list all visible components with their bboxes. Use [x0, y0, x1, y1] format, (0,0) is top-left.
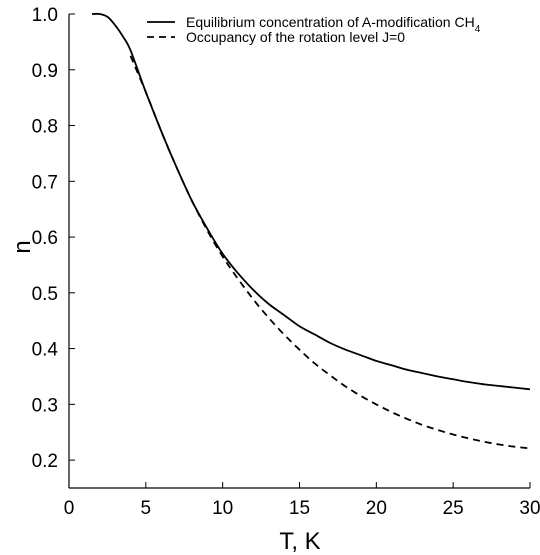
y-tick-label: 0.3: [32, 395, 58, 416]
y-tick-label: 0.4: [32, 340, 59, 361]
series-occupancy-line: [129, 55, 531, 450]
legend-series-1-label: Equilibrium concentration of A-modificat…: [186, 14, 481, 35]
y-tick-label: 0.8: [32, 117, 58, 138]
y-tick-label: 0.7: [32, 172, 58, 193]
x-tick-label: 0: [64, 498, 75, 519]
series-equilibrium-line: [91, 12, 531, 391]
legend-series-2-label: Occupancy of the rotation level J=0: [186, 29, 405, 45]
x-tick-label: 25: [443, 498, 464, 519]
x-tick-label: 15: [289, 498, 310, 519]
axes: 0 5 10 15 20 25 30 0.2 0.3 0.4 0.5 0.6 0.7 0.8 0.9 1.0: [32, 5, 540, 519]
x-tick-label: 20: [366, 498, 387, 519]
y-tick-label: 0.6: [32, 228, 58, 249]
x-axis-title: T, K: [279, 528, 320, 555]
y-tick-label: 0.2: [32, 451, 58, 472]
series-layer: [91, 12, 531, 450]
x-tick-label: 5: [141, 498, 152, 519]
x-tick-label: 30: [519, 498, 540, 519]
y-tick-label: 1.0: [32, 5, 58, 26]
y-tick-label: 0.9: [32, 61, 58, 82]
y-axis-title: n: [9, 240, 36, 253]
legend: Equilibrium concentration of A-modificat…: [147, 14, 481, 45]
y-tick-label: 0.5: [32, 284, 58, 305]
x-tick-label: 10: [212, 498, 233, 519]
legend-series-1-text: Equilibrium concentration of A-modificat…: [186, 14, 475, 30]
legend-series-1-subscript: 4: [475, 24, 481, 35]
